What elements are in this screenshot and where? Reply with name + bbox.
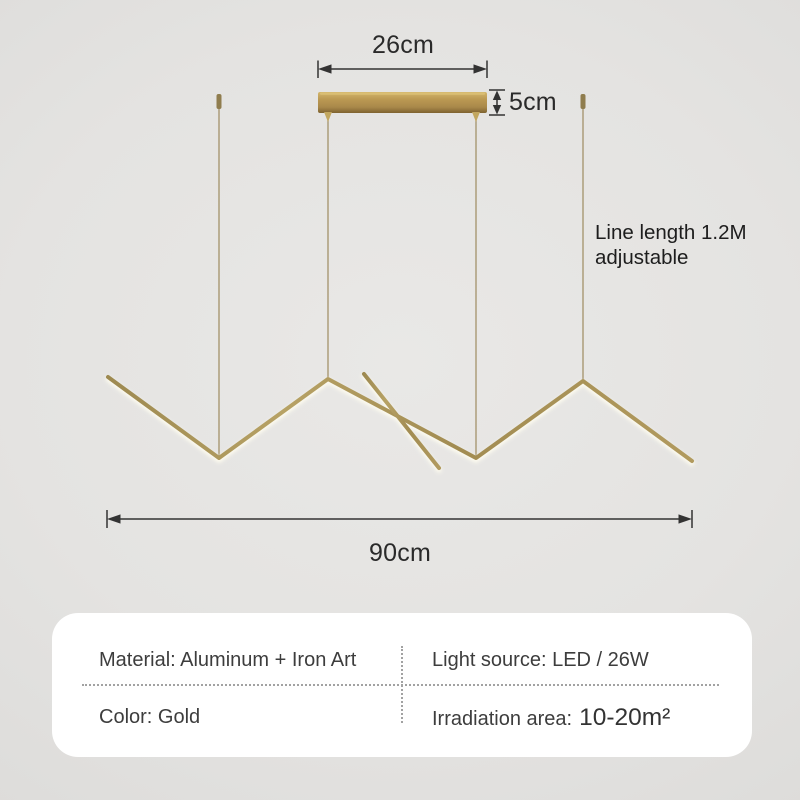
dim-canopy-height-label: 5cm (509, 88, 557, 116)
spec-light-source: Light source: LED / 26W (432, 649, 649, 671)
spec-irradiation-label: Irradiation area: (432, 708, 573, 730)
dimension-arrow-90cm (106, 510, 693, 528)
zigzag-light-tube (106, 372, 694, 470)
spec-material: Material: Aluminum + Iron Art (99, 649, 357, 671)
spec-irradiation-area: Irradiation area: 10-20m² (432, 704, 670, 732)
dimension-arrow-5cm (489, 89, 505, 116)
line-length-note: Line length 1.2M adjustable (595, 221, 747, 270)
spec-irradiation-value: 10-20m² (579, 704, 671, 731)
fitting-right (580, 94, 586, 109)
dim-fixture-width-label: 90cm (369, 539, 431, 567)
cone-hook-right (472, 112, 480, 122)
detached-tube-segment (362, 372, 441, 470)
dimension-arrow-26cm (317, 60, 488, 78)
horizontal-dotted-divider (82, 684, 719, 686)
suspension-wires (218, 108, 584, 456)
ceiling-fittings (216, 94, 586, 109)
dim-canopy-width-label: 26cm (372, 31, 434, 59)
canopy-bar (318, 92, 487, 122)
vertical-dotted-divider (401, 646, 403, 723)
led-glow (105, 373, 695, 473)
spec-color: Color: Gold (99, 706, 201, 728)
cone-hook-left (324, 112, 332, 122)
fitting-left (216, 94, 222, 109)
spec-panel: Material: Aluminum + Iron Art Light sour… (52, 613, 752, 757)
